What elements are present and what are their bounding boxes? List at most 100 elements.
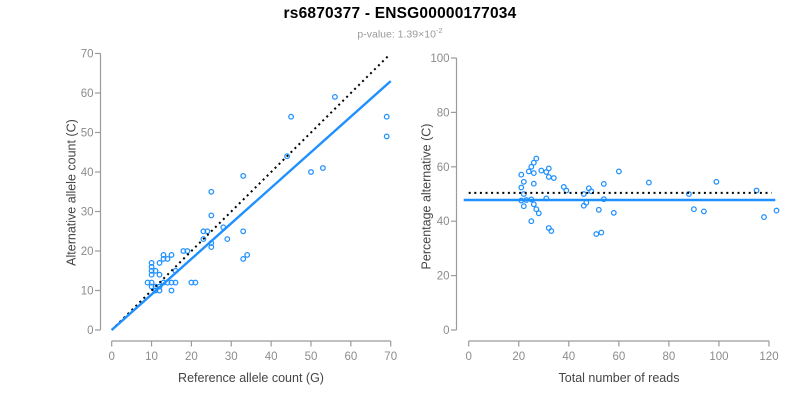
- y-tick-label: 70: [81, 49, 94, 61]
- data-point: [700, 208, 707, 215]
- data-point: [148, 259, 155, 266]
- x-tick-label: 60: [612, 351, 625, 363]
- x-tick-label: 20: [512, 351, 525, 363]
- x-tick-label: 40: [562, 351, 575, 363]
- data-point: [240, 172, 247, 179]
- data-point: [168, 251, 175, 258]
- data-point: [156, 259, 163, 266]
- data-point: [148, 283, 155, 290]
- data-point: [530, 201, 537, 208]
- data-points: [144, 93, 390, 294]
- y-tick-label: 0: [87, 325, 93, 337]
- data-point: [520, 191, 527, 197]
- x-tick-label: 80: [663, 351, 676, 363]
- data-point: [600, 180, 607, 187]
- data-point: [593, 231, 600, 237]
- data-point: [580, 191, 587, 197]
- y-tick-label: 10: [81, 286, 94, 298]
- x-tick-label: 0: [108, 351, 114, 363]
- x-tick-label: 30: [225, 351, 238, 363]
- data-point: [148, 267, 155, 274]
- data-point: [152, 267, 159, 274]
- data-point: [224, 236, 231, 243]
- data-point: [543, 169, 550, 175]
- data-point: [520, 178, 527, 185]
- data-point: [548, 228, 555, 234]
- data-point: [240, 228, 247, 235]
- data-point: [690, 206, 697, 213]
- data-point: [595, 206, 602, 213]
- plot-subtitle: p-value: 1.39×10-2: [0, 26, 800, 41]
- data-point: [240, 255, 247, 262]
- data-point: [538, 167, 545, 174]
- y-tick-label: 20: [81, 246, 94, 258]
- data-point: [610, 209, 617, 216]
- y-tick-label: 50: [81, 128, 94, 140]
- x-tick-label: 100: [709, 351, 728, 363]
- left-scatter: 0 10 20 30 40 50 60 70 0 10 20 30 40 50 60 70: [81, 49, 397, 364]
- x-tick-label: 60: [344, 351, 357, 363]
- data-point: [518, 184, 525, 191]
- data-point: [535, 210, 542, 217]
- y-tick-label: 80: [437, 107, 450, 119]
- data-point: [713, 178, 720, 185]
- data-point: [192, 279, 199, 286]
- data-point: [208, 188, 215, 195]
- data-point: [204, 228, 211, 235]
- data-point: [525, 168, 532, 175]
- data-point: [520, 203, 527, 210]
- data-point: [615, 168, 622, 175]
- data-point: [588, 188, 595, 195]
- data-point: [518, 171, 525, 178]
- y-tick-label: 100: [430, 53, 449, 65]
- data-point: [598, 229, 605, 236]
- data-point: [753, 187, 760, 194]
- data-point: [319, 165, 326, 171]
- plot-title: rs6870377 - ENSG00000177034: [283, 5, 517, 22]
- data-point: [308, 169, 314, 175]
- y-tick-label: 30: [81, 207, 94, 219]
- data-point: [580, 202, 587, 209]
- data-point: [761, 214, 767, 221]
- y-tick-label: 0: [443, 325, 449, 337]
- right-scatter: 0 20 40 60 80 100 120 0 20 40 60 80 100: [430, 53, 780, 363]
- right-x-axis-title: Total number of reads: [558, 371, 680, 385]
- data-point: [530, 159, 537, 166]
- regression-line: [110, 80, 392, 331]
- data-point: [172, 279, 179, 286]
- y-tick-label: 40: [81, 167, 94, 179]
- left-y-axis-title: Alternative allele count (C): [64, 119, 79, 266]
- x-tick-label: 120: [759, 351, 778, 363]
- data-point: [563, 187, 570, 194]
- data-points: [518, 155, 780, 237]
- y-tick-label: 20: [437, 271, 450, 283]
- data-point: [288, 113, 295, 120]
- data-point: [331, 93, 338, 100]
- right-y-axis-title: Percentage alternative (C): [419, 123, 434, 270]
- identity-line: [110, 54, 390, 331]
- x-tick-label: 50: [305, 351, 318, 363]
- data-point: [533, 155, 540, 162]
- left-x-axis-title: Reference allele count (G): [178, 371, 324, 385]
- data-point: [528, 218, 535, 225]
- data-point: [148, 271, 155, 278]
- data-point: [164, 255, 171, 262]
- data-point: [530, 180, 537, 187]
- y-tick-label: 40: [437, 216, 450, 228]
- data-point: [383, 113, 390, 120]
- data-point: [530, 170, 537, 177]
- x-tick-label: 40: [265, 351, 278, 363]
- data-point: [528, 163, 535, 170]
- data-point: [550, 175, 557, 181]
- data-point: [545, 173, 552, 180]
- x-tick-label: 10: [145, 351, 158, 363]
- data-point: [284, 153, 291, 160]
- x-tick-label: 0: [465, 351, 471, 363]
- data-point: [184, 248, 191, 254]
- data-point: [208, 244, 215, 251]
- x-tick-label: 20: [185, 351, 198, 363]
- data-point: [168, 287, 175, 294]
- data-point: [685, 191, 692, 197]
